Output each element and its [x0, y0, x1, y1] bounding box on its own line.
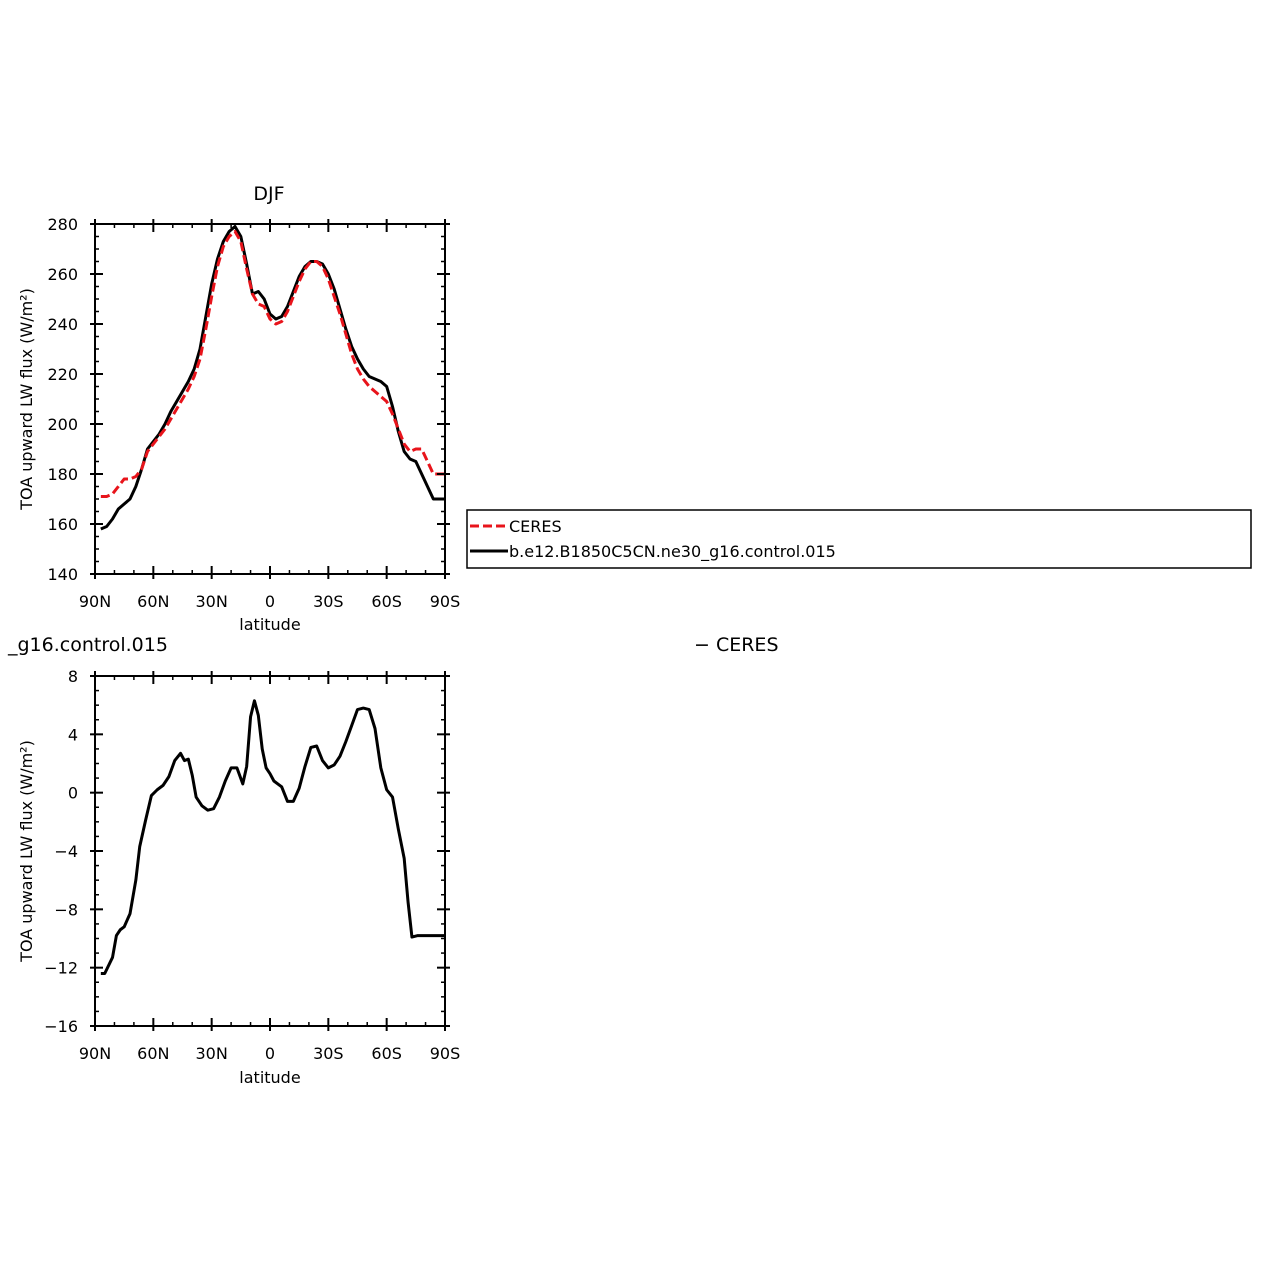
x-tick-label: 30S	[313, 1044, 344, 1063]
legend: CERES b.e12.B1850C5CN.ne30_g16.control.0…	[466, 509, 1252, 569]
ceres-series-line	[100, 230, 445, 498]
y-tick-label: −12	[44, 959, 78, 978]
y-tick-label: −4	[54, 842, 78, 861]
x-tick-label: 60N	[137, 1044, 169, 1063]
x-tick-label: 30N	[196, 1044, 228, 1063]
x-tick-label: 60S	[371, 1044, 402, 1063]
x-tick-label: 30S	[313, 592, 344, 611]
y-tick-label: −16	[44, 1017, 78, 1036]
y-tick-label: 180	[47, 465, 78, 484]
x-tick-label: 90S	[430, 1044, 461, 1063]
x-tick-label: 30N	[196, 592, 228, 611]
y-tick-label: 220	[47, 365, 78, 384]
y-tick-label: 4	[68, 725, 78, 744]
bottom-x-axis-label: latitude	[239, 1068, 300, 1087]
y-tick-label: 280	[47, 215, 78, 234]
y-tick-label: 160	[47, 515, 78, 534]
top-y-axis-label: TOA upward LW flux (W/m²)	[17, 288, 36, 511]
x-tick-label: 90S	[430, 592, 461, 611]
legend-ceres-label: CERES	[509, 517, 562, 536]
y-tick-label: 0	[68, 784, 78, 803]
y-tick-label: −8	[54, 900, 78, 919]
x-tick-label: 90N	[79, 592, 111, 611]
x-tick-label: 0	[265, 1044, 275, 1063]
top-plot-frame	[94, 223, 446, 575]
x-tick-label: 60S	[371, 592, 402, 611]
bottom-plot-frame	[94, 675, 446, 1027]
y-tick-label: 8	[68, 667, 78, 686]
x-tick-label: 90N	[79, 1044, 111, 1063]
top-x-axis-label: latitude	[239, 615, 300, 634]
bottom-line-chart: 90N 60N 30N 0 30S 60S 90S −16 −12 −8 −4 0 4 8 TOA upw…	[17, 667, 460, 1087]
legend-model-label: b.e12.B1850C5CN.ne30_g16.control.015	[509, 542, 836, 562]
y-tick-label: 140	[47, 565, 78, 584]
y-tick-label: 260	[47, 265, 78, 284]
model-series-line	[100, 225, 445, 531]
y-tick-label: 200	[47, 415, 78, 434]
lower-title-left-fragment: _g16.control.015	[7, 634, 168, 656]
lower-title-right-fragment: − CERES	[694, 634, 779, 656]
top-line-chart: 90N 60N 30N 0 30S 60S 90S 140 160 180 200 220 240 260…	[17, 215, 460, 634]
bottom-y-axis-label: TOA upward LW flux (W/m²)	[17, 740, 36, 963]
legend-box	[466, 509, 1252, 569]
model-series-line	[100, 699, 445, 975]
y-tick-label: 240	[47, 315, 78, 334]
top-chart-title: DJF	[253, 183, 284, 205]
x-tick-label: 0	[265, 592, 275, 611]
x-tick-label: 60N	[137, 592, 169, 611]
